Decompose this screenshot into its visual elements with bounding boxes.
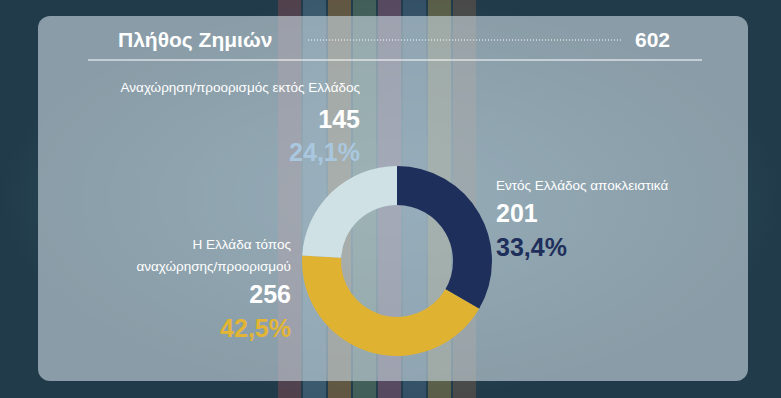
header-rule [88, 60, 702, 61]
slice [397, 166, 492, 309]
percent-label: 24,1% [289, 138, 360, 166]
title: Πλήθος Ζημιών [118, 28, 272, 52]
background [0, 0, 781, 398]
category-label-line: Η Ελλάδα τόπος [193, 237, 292, 252]
category-label: Εντός Ελλάδος αποκλειστικά [496, 178, 668, 193]
value-label: 256 [249, 280, 291, 308]
category-label-line: Αναχώρηση/προορισμός εκτός Ελλάδος [121, 80, 361, 95]
category-label-line: Εντός Ελλάδος αποκλειστικά [496, 178, 668, 193]
panel [38, 16, 748, 381]
total: 602 [635, 28, 670, 51]
slice [302, 166, 397, 258]
leader-line [308, 40, 622, 41]
slice [302, 256, 479, 356]
chart: Πλήθος Ζημιών 602 Εντός Ελλάδος αποκλειστι… [0, 0, 781, 398]
category-label: Αναχώρηση/προορισμός εκτός Ελλάδος [121, 80, 361, 95]
category-label: Η Ελλάδα τόπος αναχώρησης/προορισμού [136, 237, 291, 274]
value-label: 201 [496, 199, 538, 227]
percent-label: 42,5% [220, 314, 291, 342]
labels: Εντός Ελλάδος αποκλειστικά 201 33,4% Η Ελλά… [121, 80, 669, 342]
category-label-line: αναχώρησης/προορισμού [136, 259, 291, 274]
donut [302, 166, 492, 356]
value-label: 145 [318, 105, 360, 133]
percent-label: 33,4% [496, 233, 567, 261]
